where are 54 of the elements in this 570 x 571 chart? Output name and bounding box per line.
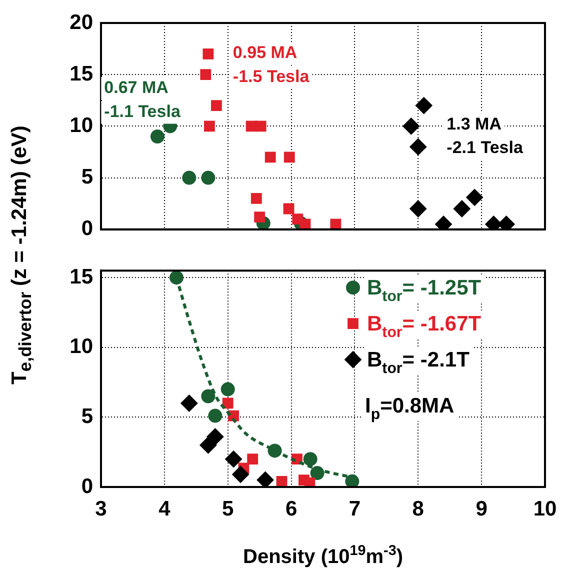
y-tick-label: 20	[70, 10, 93, 34]
x-tick-label: 5	[222, 497, 234, 520]
point	[410, 138, 427, 156]
point	[206, 428, 224, 446]
point	[204, 120, 215, 132]
point	[264, 152, 276, 163]
point	[255, 120, 266, 132]
annotation: 1.3 MA -2.1 Tesla	[446, 114, 524, 158]
y-tick-label: 10	[70, 335, 93, 358]
point	[220, 382, 235, 396]
annotation: 0.67 MA -1.1 Tesla	[104, 78, 181, 121]
point	[453, 200, 470, 218]
point	[210, 100, 222, 112]
point	[200, 436, 217, 454]
point	[200, 69, 212, 80]
point	[202, 48, 214, 60]
y-tick-label: 5	[81, 166, 94, 189]
x-tick-label: 8	[412, 497, 424, 520]
point	[232, 466, 250, 483]
x-tick-label: 4	[158, 497, 171, 520]
y-tick-label: 0	[81, 474, 93, 498]
x-tick-label: 3	[95, 497, 107, 520]
point	[303, 452, 318, 466]
x-tick-label: 7	[348, 497, 361, 520]
point	[201, 170, 216, 185]
point	[254, 212, 266, 222]
point	[330, 218, 342, 230]
annotation: 0.95 MA -1.5 Tesla	[232, 43, 310, 86]
point	[410, 200, 427, 218]
point	[402, 118, 420, 135]
x-tick-label: 9	[476, 497, 488, 520]
point	[283, 203, 294, 214]
point	[180, 394, 198, 412]
y-tick-label: 10	[70, 114, 93, 137]
point	[250, 192, 262, 204]
y-tick-label: 0	[81, 217, 93, 240]
point	[304, 477, 316, 487]
point	[208, 408, 222, 423]
point	[247, 454, 258, 465]
point	[256, 472, 274, 487]
point	[222, 398, 234, 409]
y-tick-label: 15	[70, 62, 94, 86]
x-tick-label: 10	[533, 497, 557, 520]
point	[284, 152, 295, 163]
point	[466, 188, 484, 206]
point	[201, 389, 216, 404]
point	[150, 130, 164, 144]
x-tick-label: 6	[285, 497, 298, 520]
y-tick-label: 15	[70, 265, 94, 288]
point	[225, 450, 242, 468]
point	[345, 474, 360, 487]
y-tick-label: 5	[81, 404, 94, 428]
point	[415, 97, 432, 114]
point	[182, 170, 196, 185]
